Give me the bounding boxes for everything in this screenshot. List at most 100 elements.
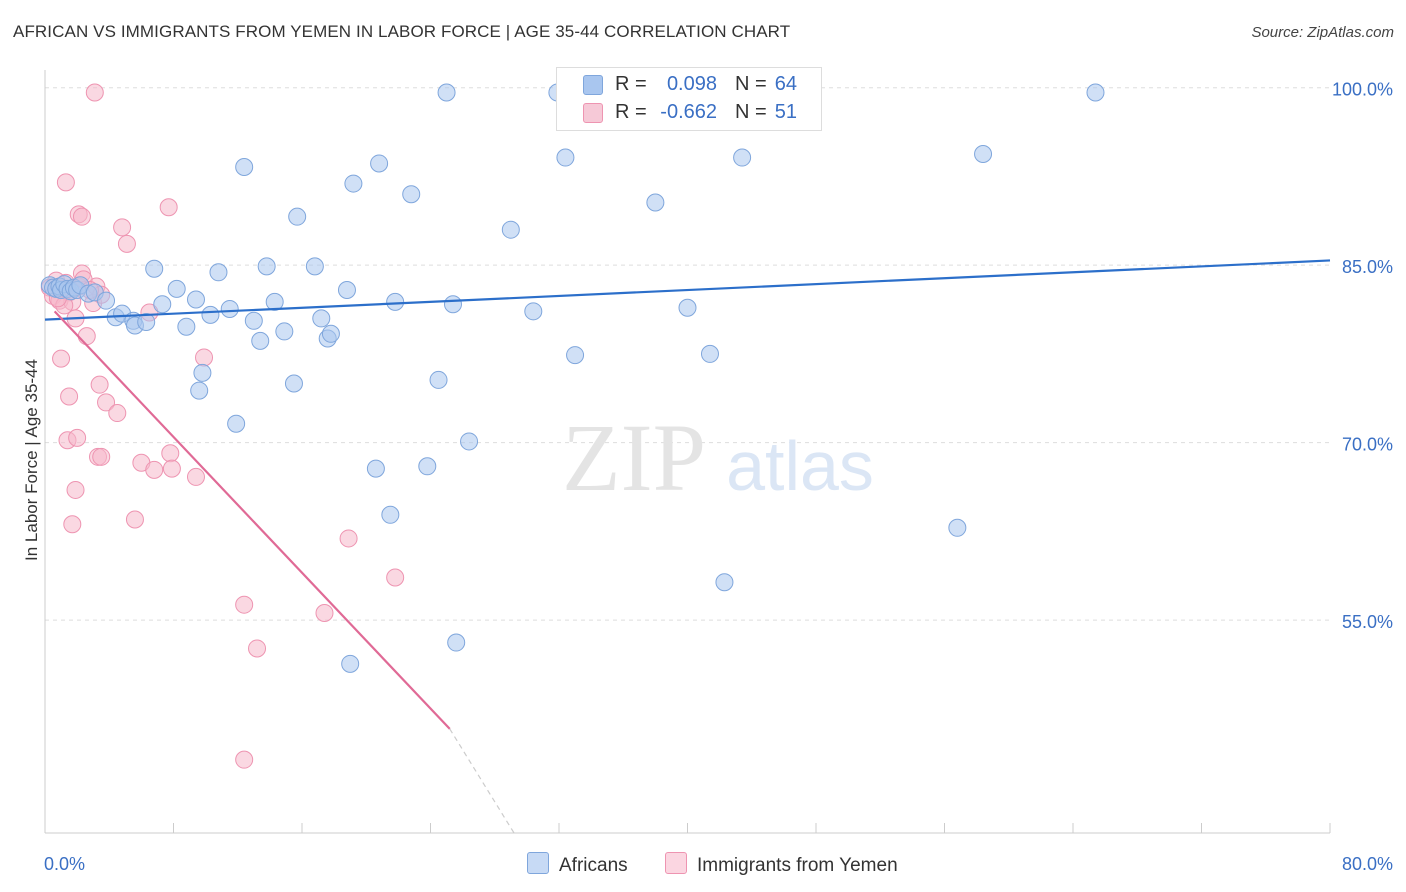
africans-trend-line [44, 259, 1331, 321]
africans-point [418, 457, 437, 476]
r-label: R = [615, 101, 647, 123]
axes [44, 70, 1331, 834]
africans-point [700, 344, 719, 363]
yemen-point [162, 459, 181, 478]
x-tick-labels: 0.0% 80.0% [44, 854, 1393, 874]
africans-point [167, 279, 186, 298]
yemen-point [113, 218, 132, 237]
africans-point [370, 154, 389, 173]
y-tick-labels: 100.0% 85.0% 70.0% 55.0% [1332, 80, 1393, 632]
y-tick-label: 70.0% [1342, 435, 1393, 455]
yemen-point [72, 207, 91, 226]
yemen-point [97, 393, 116, 412]
africans-point [366, 459, 385, 478]
legend-yemen[interactable]: Immigrants from Yemen [665, 852, 898, 877]
africans-point [251, 331, 270, 350]
x-tick-label: 0.0% [44, 854, 85, 874]
africans-point [381, 505, 400, 524]
yemen-point [161, 444, 180, 463]
yemen-point [145, 460, 164, 479]
yemen-point [186, 467, 205, 486]
africans-point [447, 633, 466, 652]
africans-point [437, 83, 456, 102]
africans-legend-swatch [527, 852, 549, 874]
africans-point [186, 290, 205, 309]
africans-point [145, 259, 164, 278]
africans-point [193, 363, 212, 382]
yemen-point [195, 348, 214, 367]
yemen-point [159, 198, 178, 217]
yemen-point [90, 375, 109, 394]
n-value: 64 [774, 73, 797, 95]
r-value: -0.662 [660, 101, 717, 123]
africans-point [948, 518, 967, 537]
africans-point [137, 312, 156, 331]
africans-point [209, 263, 228, 282]
africans-point [566, 346, 585, 365]
africans-point [288, 207, 307, 226]
africans-points [40, 83, 1105, 673]
africans-point [429, 370, 448, 389]
africans-point [344, 174, 363, 193]
africans-point [733, 148, 752, 167]
africans-point [275, 322, 294, 341]
yemen-swatch [583, 103, 603, 123]
watermark: ZIP atlas [562, 404, 874, 511]
r-label: R = [615, 73, 647, 95]
trend-lines [44, 259, 1331, 834]
africans-point [524, 302, 543, 321]
africans-point [190, 381, 209, 400]
yemen-point [117, 234, 136, 253]
r-value: 0.098 [666, 73, 717, 95]
africans-point [284, 374, 303, 393]
africans-point [501, 220, 520, 239]
africans-point [1086, 83, 1105, 102]
africans-point [460, 432, 479, 451]
legend-row-africans: R = 0.098 N = 64 [557, 71, 821, 99]
africans-point [312, 309, 331, 328]
africans-point [153, 295, 172, 314]
yemen-point [85, 83, 104, 102]
yemen-point [235, 750, 254, 769]
africans-point [321, 324, 340, 343]
yemen-point [235, 595, 254, 614]
africans-point [402, 185, 421, 204]
yemen-trend-extension [449, 728, 515, 834]
africans-swatch [583, 75, 603, 95]
yemen-point [52, 349, 71, 368]
n-label: N = [735, 73, 767, 95]
yemen-point [339, 529, 358, 548]
africans-point [556, 148, 575, 167]
n-label: N = [735, 101, 767, 123]
africans-point [227, 414, 246, 433]
legend-africans-label: Africans [559, 855, 628, 876]
africans-point [974, 144, 993, 163]
watermark-zip: ZIP [562, 404, 706, 511]
n-value: 51 [774, 101, 797, 123]
africans-point [220, 299, 239, 318]
africans-point [257, 257, 276, 276]
source-label: Source: ZipAtlas.com [1251, 24, 1394, 41]
yemen-point [386, 568, 405, 587]
legend-yemen-label: Immigrants from Yemen [697, 855, 898, 876]
africans-point [341, 654, 360, 673]
africans-point [265, 292, 284, 311]
africans-point [337, 281, 356, 300]
yemen-trend-line [53, 310, 451, 730]
africans-point [386, 292, 405, 311]
yemen-point [315, 603, 334, 622]
africans-point [97, 291, 116, 310]
africans-point [244, 311, 263, 330]
chart-title: AFRICAN VS IMMIGRANTS FROM YEMEN IN LABO… [13, 22, 791, 41]
y-tick-label: 55.0% [1342, 612, 1393, 632]
yemen-legend-swatch [665, 852, 687, 874]
africans-point [715, 573, 734, 592]
africans-point [646, 193, 665, 212]
legend-row-yemen: R = -0.662 N = 51 [557, 99, 821, 127]
yemen-point [63, 515, 82, 534]
x-tick-label: 80.0% [1342, 854, 1393, 874]
y-tick-label: 100.0% [1332, 80, 1393, 100]
yemen-point [108, 404, 127, 423]
legend-africans[interactable]: Africans [527, 852, 628, 877]
